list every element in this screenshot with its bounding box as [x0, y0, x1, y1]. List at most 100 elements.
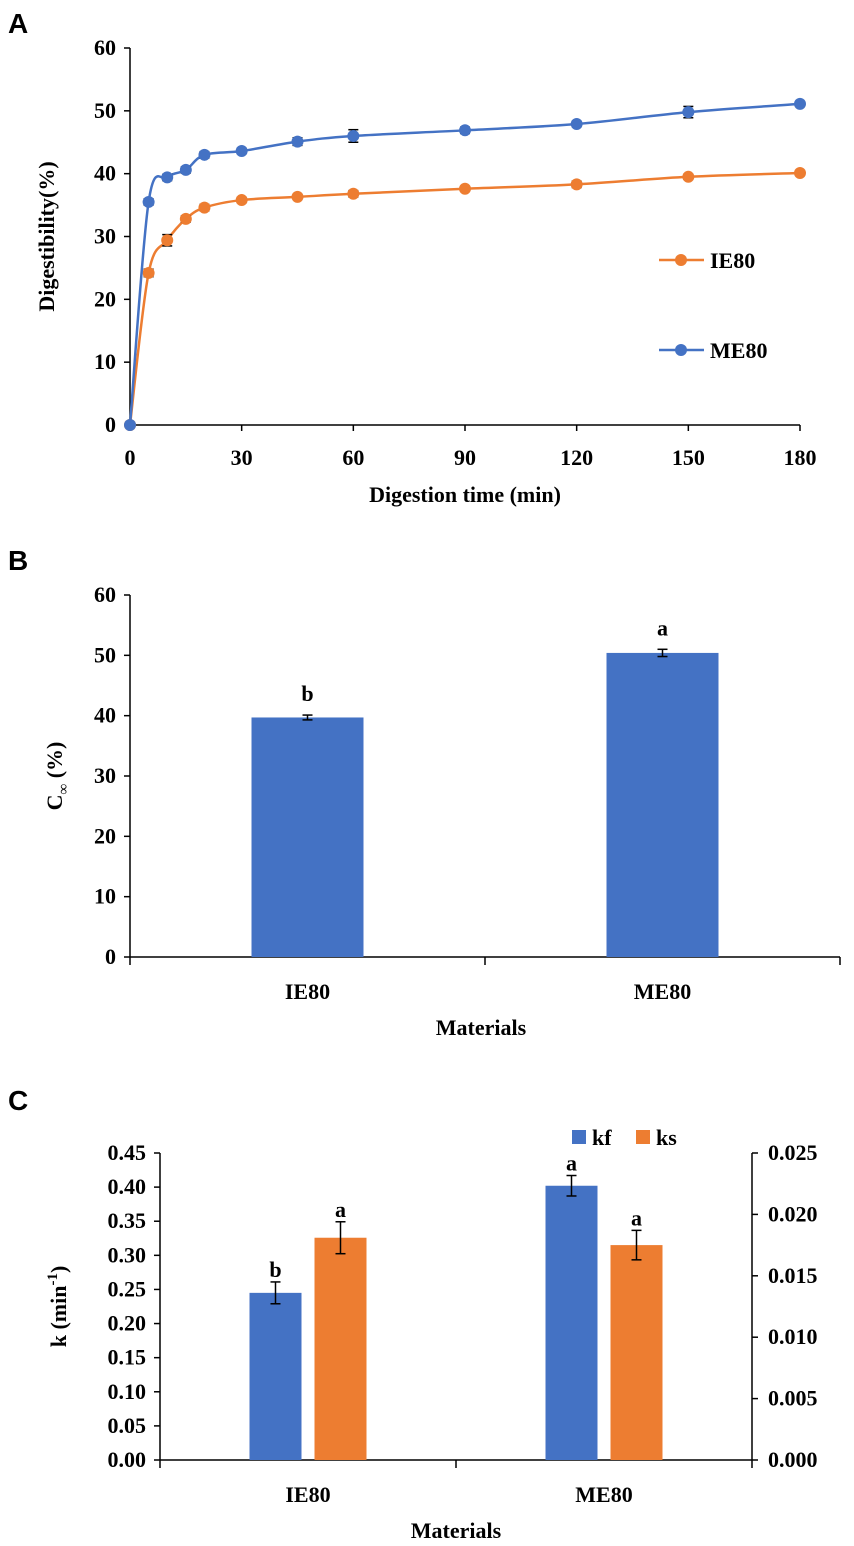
y-tick-label: 20 [94, 286, 116, 311]
y-axis-title-main: C [42, 794, 67, 810]
panel-c-label: C [8, 1085, 28, 1116]
panel-a-label: A [8, 8, 28, 39]
data-point [570, 118, 583, 131]
y-tick-label: 0 [105, 412, 116, 437]
significance-letter: a [335, 1197, 346, 1222]
left-y-tick-label: 0.10 [108, 1379, 147, 1404]
legend-item-ks: ks [636, 1125, 677, 1150]
x-tick-label: 30 [231, 445, 253, 470]
left-y-tick-label: 0.20 [108, 1311, 147, 1336]
x-tick-label: IE80 [285, 1482, 330, 1507]
significance-letter: a [657, 615, 668, 640]
series-me80 [124, 97, 806, 431]
x-tick-label: 60 [342, 445, 364, 470]
x-axis-title: Digestion time (min) [369, 482, 561, 507]
left-y-tick-label: 0.00 [108, 1447, 147, 1472]
data-point [179, 163, 192, 176]
bar-ie80 [251, 717, 364, 957]
x-tick-label: 150 [672, 445, 705, 470]
panel-b-bar-chart: B 0 10 20 30 40 50 60 b IE80 a ME80 Materials C∞ (%) [8, 545, 841, 1040]
legend-marker [675, 254, 687, 266]
legend-item-me80: ME80 [659, 338, 767, 363]
significance-letter: a [566, 1151, 577, 1176]
legend-marker [675, 344, 687, 356]
x-tick-label: 90 [454, 445, 476, 470]
data-point [235, 145, 248, 158]
y-tick-label: 50 [94, 98, 116, 123]
data-point [291, 190, 304, 203]
x-tick-label: 120 [560, 445, 593, 470]
right-y-tick-label: 0.005 [768, 1386, 818, 1411]
data-point [179, 212, 192, 225]
right-y-tick-label: 0.015 [768, 1263, 818, 1288]
left-y-tick-label: 0.15 [108, 1345, 147, 1370]
left-y-tick-label: 0.45 [108, 1140, 147, 1165]
right-y-tick-label: 0.020 [768, 1201, 818, 1226]
legend-label: kf [592, 1125, 612, 1150]
series-line [128, 171, 801, 426]
legend-label: ks [656, 1125, 677, 1150]
y-axis-title: C∞ (%) [42, 742, 72, 811]
data-point [142, 195, 155, 208]
left-y-tick-label: 0.35 [108, 1208, 147, 1233]
x-tick-label: ME80 [575, 1482, 632, 1507]
y-tick-label: 0 [105, 944, 116, 969]
data-point [161, 171, 174, 184]
y-tick-label: 60 [94, 35, 116, 60]
significance-letter: b [269, 1257, 281, 1282]
right-y-tick-label: 0.010 [768, 1324, 818, 1349]
bar-me80 [606, 652, 719, 957]
legend-swatch [636, 1130, 650, 1144]
y-axis-title-superscript: -1 [45, 1273, 61, 1286]
legend-swatch [572, 1130, 586, 1144]
data-point [682, 106, 695, 119]
y-tick-label: 20 [94, 823, 116, 848]
data-point [124, 419, 136, 431]
legend-label: IE80 [710, 248, 755, 273]
x-tick-label: ME80 [634, 979, 691, 1004]
data-point [570, 178, 583, 191]
legend-item-kf: kf [572, 1125, 612, 1150]
series-ie80 [124, 167, 806, 431]
data-point [459, 182, 471, 195]
data-point [161, 234, 174, 247]
data-point [142, 266, 155, 279]
left-y-tick-label: 0.30 [108, 1242, 147, 1267]
legend-label: ME80 [710, 338, 767, 363]
panel-a-line-chart: A 0 10 20 30 40 50 60 0 30 60 90 120 150 180 Digestion… [8, 8, 817, 507]
bar-kf-ie80 [249, 1292, 302, 1460]
significance-letter: b [301, 681, 313, 706]
left-y-tick-label: 0.25 [108, 1276, 147, 1301]
data-point [347, 187, 360, 200]
data-point [291, 135, 304, 148]
y-tick-label: 40 [94, 703, 116, 728]
data-point [682, 170, 695, 183]
data-point [198, 201, 211, 214]
bar-ks-me80 [610, 1245, 663, 1460]
right-y-tick-label: 0.000 [768, 1447, 818, 1472]
series-line [128, 102, 801, 426]
y-axis-title-main: k (min [46, 1286, 71, 1348]
y-tick-label: 30 [94, 763, 116, 788]
bar-kf-me80 [545, 1185, 598, 1460]
panel-c-bar-chart: C 0.00 0.05 0.10 0.15 0.20 0.25 0.30 0.35 0.40 0.… [8, 1085, 818, 1543]
y-tick-label: 60 [94, 582, 116, 607]
x-tick-label: 0 [125, 445, 136, 470]
x-axis-title: Materials [436, 1015, 527, 1040]
y-tick-label: 40 [94, 161, 116, 186]
y-axis-title-unit: (%) [42, 742, 67, 784]
right-y-tick-label: 0.025 [768, 1140, 818, 1165]
x-tick-label: IE80 [285, 979, 330, 1004]
x-axis-title: Materials [411, 1518, 502, 1543]
data-point [198, 148, 211, 161]
significance-letter: a [631, 1205, 642, 1230]
bar-ks-ie80 [314, 1237, 367, 1460]
y-axis-title: Digestibility(%) [34, 161, 59, 311]
data-point [459, 124, 471, 137]
y-tick-label: 50 [94, 642, 116, 667]
y-axis-title-close: ) [46, 1266, 71, 1273]
y-tick-label: 10 [94, 349, 116, 374]
data-point [235, 194, 248, 207]
y-axis-title: k (min-1) [45, 1266, 71, 1348]
